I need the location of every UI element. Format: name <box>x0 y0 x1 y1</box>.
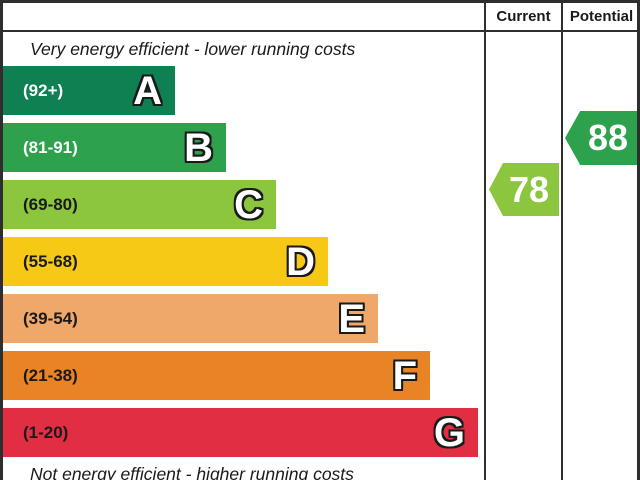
current-arrow: 78 <box>489 163 559 216</box>
top-note: Very energy efficient - lower running co… <box>30 39 356 59</box>
current-column-header: Current <box>496 8 551 25</box>
band-bar-g: (1-20) G <box>3 408 478 457</box>
band-bar-b: (81-91) B <box>3 123 226 172</box>
band-bar-e: (39-54) E <box>3 294 378 343</box>
current-column-divider <box>484 3 486 480</box>
band-letter: F <box>392 353 417 398</box>
band-range-label: (69-80) <box>23 194 78 214</box>
band-letter: A <box>133 68 162 113</box>
bottom-note: Not energy efficient - higher running co… <box>30 464 354 480</box>
band-range-label: (21-38) <box>23 365 78 385</box>
potential-rating-value: 88 <box>587 117 629 158</box>
band-range-label: (1-20) <box>23 422 69 442</box>
band-bar-d: (55-68) D <box>3 237 328 286</box>
current-rating-value: 78 <box>508 168 550 210</box>
band-letter: E <box>338 296 365 341</box>
band-range-label: (39-54) <box>23 308 78 328</box>
potential-arrow: 88 <box>565 111 637 165</box>
band-bar-f: (21-38) F <box>3 351 430 400</box>
band-range-label: (81-91) <box>23 137 78 157</box>
potential-column-divider <box>561 3 563 480</box>
header-divider <box>3 30 637 32</box>
band-bar-c: (69-80) C <box>3 180 276 229</box>
band-letter: C <box>234 182 263 227</box>
band-bar-a: (92+) A <box>3 66 175 115</box>
band-letter: D <box>286 239 315 284</box>
potential-column-header: Potential <box>569 8 634 25</box>
band-letter: G <box>433 410 465 455</box>
band-letter: B <box>184 125 213 170</box>
band-range-label: (55-68) <box>23 251 78 271</box>
band-range-label: (92+) <box>23 80 64 100</box>
